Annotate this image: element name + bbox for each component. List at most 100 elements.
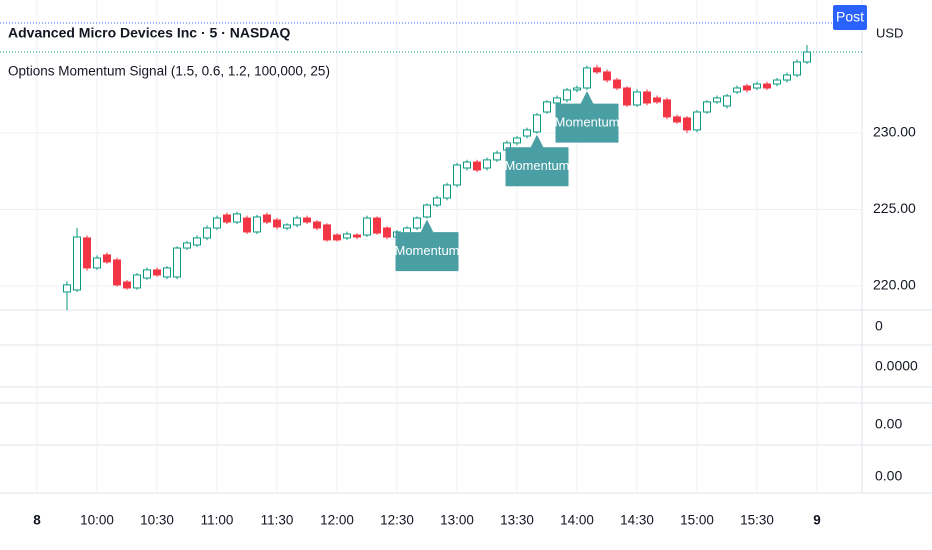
x-tick-label: 11:00: [201, 513, 234, 528]
candle-body: [273, 219, 281, 228]
x-tick-label: 15:30: [740, 513, 774, 528]
candle-body: [133, 274, 141, 289]
candle-body: [83, 237, 91, 269]
x-tick-label: 14:00: [560, 513, 594, 528]
candle-body: [233, 213, 241, 223]
candle-body: [793, 61, 801, 76]
candle-body: [603, 71, 611, 81]
y-tick-label: 225.00: [873, 200, 916, 216]
currency: USD: [876, 25, 903, 40]
x-tick-label: 12:30: [380, 513, 414, 528]
candle-body: [723, 95, 731, 107]
candle-body: [143, 269, 151, 279]
candle-body: [253, 216, 261, 233]
candle-body: [123, 281, 131, 289]
candle-body: [533, 114, 541, 133]
candle-body: [693, 111, 701, 131]
x-tick-label: 11:30: [261, 513, 294, 528]
label-text: Momentum: [504, 158, 569, 173]
candle-body: [623, 87, 631, 106]
candle-body: [703, 101, 711, 113]
candle-body: [753, 83, 761, 89]
label-box: [395, 220, 459, 272]
candle-body: [373, 217, 381, 234]
label-text: Momentum: [554, 115, 619, 130]
candle-body: [213, 217, 221, 229]
candle-body: [243, 217, 251, 233]
label-text: Momentum: [394, 243, 459, 258]
candle-body: [783, 74, 791, 81]
candle-body: [183, 242, 191, 249]
candle-body: [653, 97, 661, 103]
candle-body: [423, 204, 431, 218]
candle-body: [163, 267, 171, 278]
candle-body: [453, 164, 461, 186]
candle-body: [293, 217, 301, 226]
momentum-label: Momentum: [394, 220, 460, 272]
x-tick-label: 14:30: [620, 513, 654, 528]
candle-body: [283, 224, 291, 229]
candle-body: [63, 284, 71, 293]
candle-body: [593, 67, 601, 73]
candle-body: [523, 129, 531, 137]
indicator-name: Options Momentum Signal (1.5, 0.6, 1.2, …: [8, 64, 330, 79]
post-badge: [833, 4, 867, 30]
candle-body: [663, 99, 671, 118]
x-tick-label: 10:00: [80, 513, 114, 528]
candle-body: [433, 197, 441, 206]
candle-body: [333, 234, 341, 241]
pane-value-label: 0.00: [875, 468, 902, 484]
candles: [63, 44, 811, 310]
candle-body: [473, 161, 481, 171]
candle-body: [303, 217, 311, 223]
candle-body: [443, 184, 451, 199]
candle-body: [413, 217, 421, 229]
candle-body: [493, 152, 501, 161]
labels: 220.00 225.00 230.00 8 10:00 10:30 11:00 11:30 1…: [33, 124, 918, 528]
candle-body: [803, 51, 811, 63]
x-tick-label: 8: [33, 513, 41, 528]
candle-body: [633, 91, 641, 106]
x-tick-label: 12:00: [320, 513, 354, 528]
x-tick-label: 13:30: [500, 513, 534, 528]
candle-body: [463, 161, 471, 169]
candle-body: [363, 217, 371, 236]
chart-title: Advanced Micro Devices Inc · 5 · NASDAQ: [8, 25, 291, 41]
candle-body: [383, 227, 391, 238]
candle-body: [153, 269, 161, 276]
candle-body: [773, 79, 781, 85]
candle-body: [513, 137, 521, 144]
post-badge-text: Post: [836, 9, 864, 25]
candle-body: [113, 259, 121, 286]
candle-body: [93, 257, 101, 269]
x-tick-label: 9: [813, 513, 821, 528]
candle-body: [483, 159, 491, 169]
momentum-label: Momentum: [554, 91, 620, 143]
candle-body: [193, 237, 201, 246]
x-tick-label: 13:00: [440, 513, 474, 528]
candle-body: [713, 97, 721, 103]
candle-body: [763, 83, 771, 89]
candle-body: [613, 79, 621, 89]
momentum-label: Momentum: [504, 135, 570, 187]
candle-body: [573, 87, 581, 91]
candle-body: [643, 91, 651, 104]
candle-body: [683, 117, 691, 131]
candle-body: [263, 214, 271, 223]
candle-body: [543, 101, 551, 113]
pane-value-label: 0.00: [875, 416, 902, 432]
candle-body: [743, 85, 751, 91]
candle-body: [203, 227, 211, 239]
candle-body: [223, 214, 231, 223]
pane-value-label: 0: [875, 318, 883, 334]
candle-body: [583, 67, 591, 89]
candle-body: [73, 236, 81, 291]
pane-value-label: 0.0000: [875, 358, 918, 374]
label-box: [555, 91, 619, 143]
candle-body: [553, 97, 561, 104]
y-tick-label: 220.00: [873, 277, 916, 293]
label-box: [505, 135, 569, 187]
annotations: Momentum Momentum Momentum Post: [0, 4, 867, 272]
candle-body: [343, 233, 351, 239]
x-tick-label: 10:30: [140, 513, 174, 528]
